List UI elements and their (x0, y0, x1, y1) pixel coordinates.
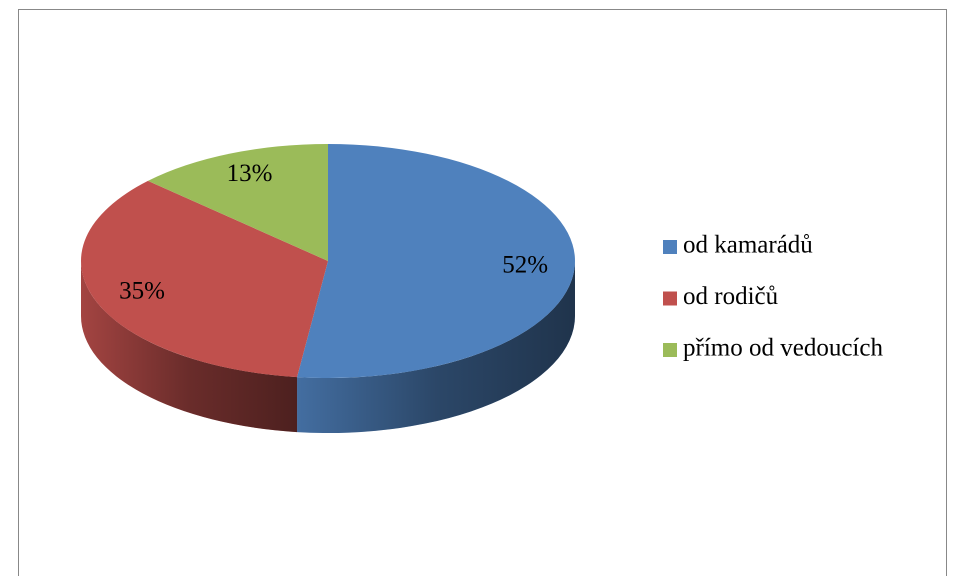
legend-swatch (663, 343, 677, 357)
pie-slice (147, 144, 328, 261)
pie-side-shade (297, 261, 575, 433)
legend-label: přímo od vedoucích (683, 335, 883, 362)
legend-swatch (663, 240, 677, 254)
pie-slice (80, 180, 328, 378)
legend-label: od rodičů (683, 283, 779, 310)
data-label: 13% (227, 160, 273, 187)
data-label: 52% (502, 252, 548, 279)
data-label: 35% (119, 277, 165, 304)
pie-side-shade (81, 261, 298, 433)
legend-swatch (663, 291, 677, 306)
legend-label: od kamarádů (683, 232, 813, 259)
pie-slice (297, 144, 575, 378)
